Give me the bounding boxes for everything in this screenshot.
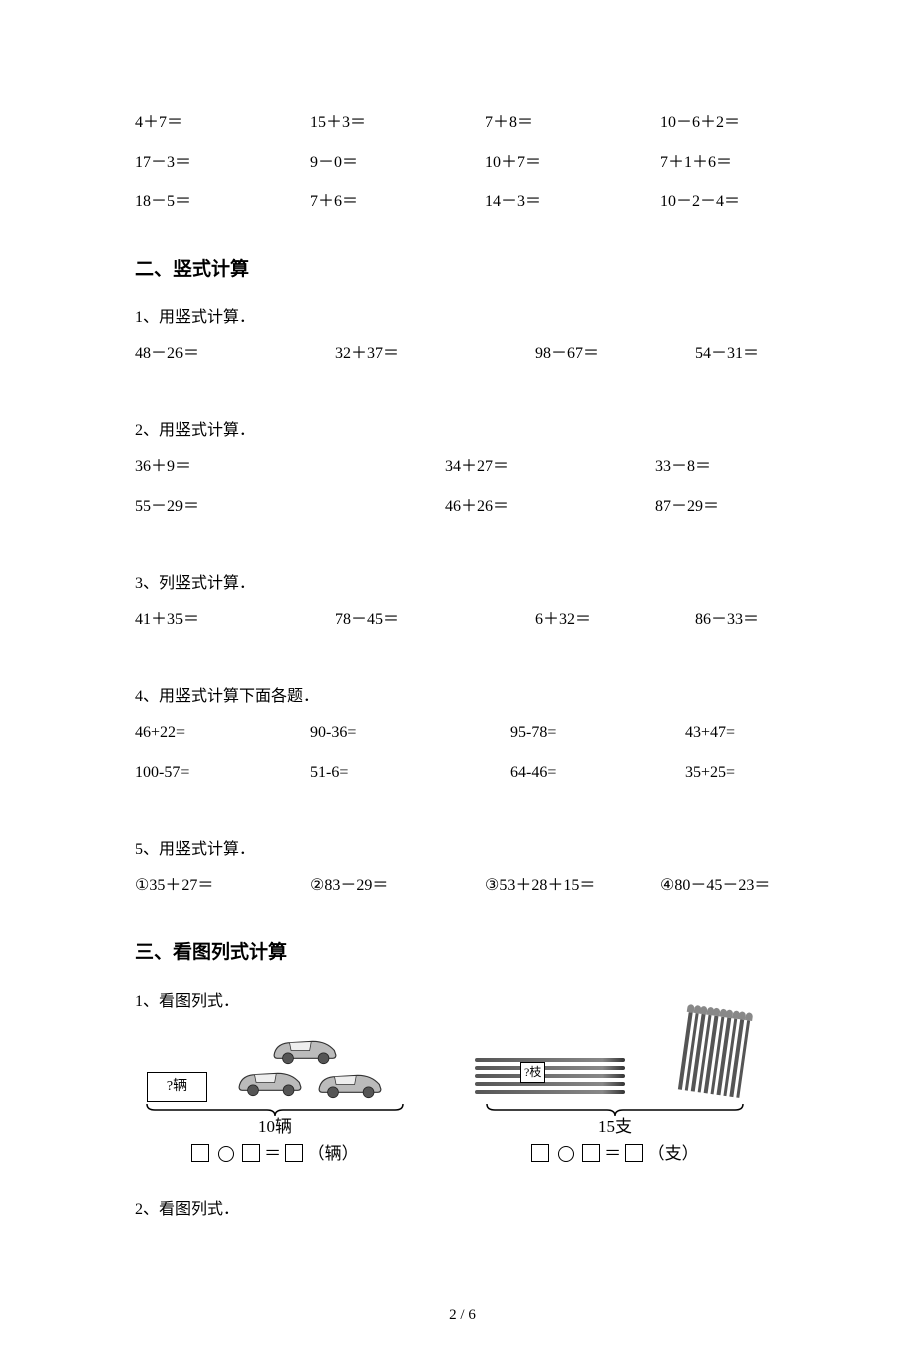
arith-cell: 55－29＝ — [135, 494, 445, 520]
arith-cell: 87－29＝ — [655, 494, 790, 520]
figure-pencils-image: ?枝 15支 — [475, 1024, 755, 1134]
arith-cell: 6＋32＝ — [535, 607, 695, 633]
arith-cell: 86－33＝ — [695, 607, 790, 633]
arith-cell: 51-6= — [310, 760, 510, 786]
arith-cell: 10－2－4＝ — [660, 189, 790, 215]
arith-cell: 90-36= — [310, 720, 510, 746]
figure-cars: ?辆 10辆 ＝ （辆） — [135, 1024, 415, 1167]
arith-cell: 46+22= — [135, 720, 310, 746]
blank-box-icon — [531, 1144, 549, 1162]
blank-box-icon — [285, 1144, 303, 1162]
arith-cell: 18－5＝ — [135, 189, 310, 215]
arith-cell: 46＋26＝ — [445, 494, 655, 520]
arith-row: 18－5＝ 7＋6＝ 14－3＝ 10－2－4＝ — [135, 189, 790, 215]
arith-cell: 10－6＋2＝ — [660, 110, 790, 136]
q2-2-row2: 55－29＝ 46＋26＝ 87－29＝ — [135, 494, 790, 520]
arith-cell: 15＋3＝ — [310, 110, 485, 136]
arith-cell: ③53＋28＋15＝ — [485, 873, 660, 899]
q3-2-label: 2、看图列式． — [135, 1197, 790, 1223]
q2-5-row: ①35＋27＝ ②83－29＝ ③53＋28＋15＝ ④80－45－23＝ — [135, 873, 790, 899]
blank-box-icon — [625, 1144, 643, 1162]
q2-3-row: 41＋35＝ 78－45＝ 6＋32＝ 86－33＝ — [135, 607, 790, 633]
q2-1-row: 48－26＝ 32＋37＝ 98－67＝ 54－31＝ — [135, 341, 790, 367]
q2-2-label: 2、用竖式计算． — [135, 418, 790, 444]
q2-5-label: 5、用竖式计算． — [135, 837, 790, 863]
q2-4-label: 4、用竖式计算下面各题． — [135, 684, 790, 710]
q2-3-label: 3、列竖式计算． — [135, 571, 790, 597]
unknown-box: ?辆 — [147, 1072, 207, 1102]
q2-2-row1: 36＋9＝ 34＋27＝ 33－8＝ — [135, 454, 790, 480]
arith-cell: 48－26＝ — [135, 341, 335, 367]
blank-circle-icon — [558, 1146, 574, 1162]
equals-text: ＝ — [264, 1144, 285, 1163]
arith-cell: 100-57= — [135, 760, 310, 786]
arith-cell: 95-78= — [510, 720, 685, 746]
arith-cell: ①35＋27＝ — [135, 873, 310, 899]
unit-text: （支） — [648, 1144, 699, 1163]
arith-cell: 54－31＝ — [695, 341, 790, 367]
arith-cell: 32＋37＝ — [335, 341, 535, 367]
figure-row: ?辆 10辆 ＝ （辆） ?枝 — [135, 1024, 790, 1167]
arith-cell: 98－67＝ — [535, 341, 695, 367]
arith-cell: 7＋8＝ — [485, 110, 660, 136]
arith-row: 17－3＝ 9－0＝ 10＋7＝ 7＋1＋6＝ — [135, 150, 790, 176]
arith-cell: 4＋7＝ — [135, 110, 310, 136]
blank-circle-icon — [218, 1146, 234, 1162]
car-icon — [310, 1066, 390, 1100]
arith-cell: 33－8＝ — [655, 454, 790, 480]
section-3-title: 三、看图列式计算 — [135, 938, 790, 968]
figure-total: 10辆 — [135, 1113, 415, 1140]
blank-box-icon — [191, 1144, 209, 1162]
unknown-label: ?枝 — [520, 1062, 545, 1083]
figure-pencils: ?枝 15支 ＝ （支） — [475, 1024, 755, 1167]
arith-cell: ④80－45－23＝ — [660, 873, 790, 899]
arith-cell: 64-46= — [510, 760, 685, 786]
figure-cars-image: ?辆 10辆 — [135, 1024, 415, 1134]
q2-1-label: 1、用竖式计算． — [135, 305, 790, 331]
figure-equation: ＝ （辆） — [135, 1140, 415, 1167]
pencils-horizontal-icon — [475, 1054, 625, 1098]
arith-cell: 41＋35＝ — [135, 607, 335, 633]
unit-text: （辆） — [308, 1144, 359, 1163]
car-icon — [230, 1064, 310, 1098]
page-number: 2 / 6 — [135, 1303, 790, 1327]
figure-equation: ＝ （支） — [475, 1140, 755, 1167]
arith-cell: 17－3＝ — [135, 150, 310, 176]
q2-4-row1: 46+22= 90-36= 95-78= 43+47= — [135, 720, 790, 746]
arith-cell: ②83－29＝ — [310, 873, 485, 899]
arith-cell: 7＋6＝ — [310, 189, 485, 215]
arith-cell: 35+25= — [685, 760, 790, 786]
arith-cell: 9－0＝ — [310, 150, 485, 176]
blank-box-icon — [582, 1144, 600, 1162]
section-2-title: 二、竖式计算 — [135, 255, 790, 285]
equals-text: ＝ — [604, 1144, 625, 1163]
arith-cell: 14－3＝ — [485, 189, 660, 215]
arith-cell: 7＋1＋6＝ — [660, 150, 790, 176]
figure-total: 15支 — [475, 1113, 755, 1140]
arith-cell: 10＋7＝ — [485, 150, 660, 176]
car-icon — [265, 1032, 345, 1066]
q2-4-row2: 100-57= 51-6= 64-46= 35+25= — [135, 760, 790, 786]
arith-cell: 34＋27＝ — [445, 454, 655, 480]
arith-cell: 78－45＝ — [335, 607, 535, 633]
blank-box-icon — [242, 1144, 260, 1162]
arith-cell: 43+47= — [685, 720, 790, 746]
pencils-vertical-icon — [678, 1012, 750, 1098]
arith-cell: 36＋9＝ — [135, 454, 445, 480]
arith-row: 4＋7＝ 15＋3＝ 7＋8＝ 10－6＋2＝ — [135, 110, 790, 136]
